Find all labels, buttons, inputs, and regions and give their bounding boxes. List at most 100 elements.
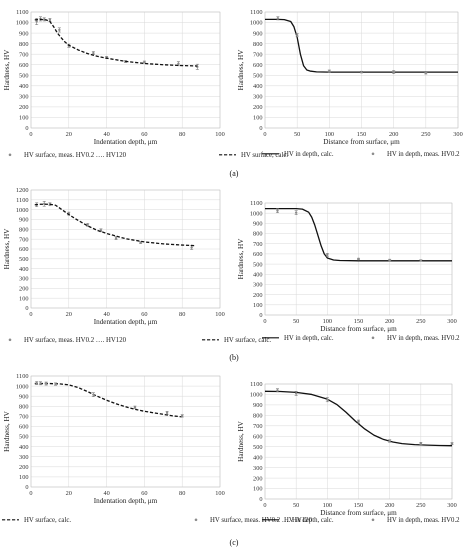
x-tick-label: 100 — [323, 318, 332, 325]
panel-label: (b) — [229, 353, 239, 362]
legend-marker — [371, 518, 375, 522]
y-tick-label: 300 — [253, 282, 262, 289]
data-point — [190, 246, 193, 249]
y-tick-label: 700 — [253, 241, 262, 248]
x-tick-label: 20 — [66, 311, 72, 318]
legend-label: HV in depth, calc. — [284, 517, 334, 524]
x-tick-label: 150 — [354, 502, 363, 509]
data-point — [357, 420, 360, 423]
series-line — [34, 203, 196, 247]
x-tick-label: 60 — [141, 311, 147, 318]
y-tick-label: 400 — [19, 444, 28, 451]
legend-label: HV surface, calc. — [24, 517, 71, 524]
y-axis-label: Hardness, HV — [3, 410, 11, 452]
x-tick-label: 80 — [179, 131, 185, 138]
x-tick-label: 100 — [215, 311, 224, 318]
data-point — [419, 259, 423, 262]
data-point — [39, 382, 42, 385]
legend-label: HV in depth, meas. HV0.2 — [387, 335, 460, 342]
data-point — [92, 393, 95, 396]
y-tick-label: 500 — [19, 72, 28, 79]
y-tick-label: 400 — [19, 83, 28, 90]
y-tick-label: 600 — [253, 433, 262, 440]
data-point — [294, 392, 298, 395]
data-point — [419, 442, 423, 445]
x-axis-label: Distance from surface, μm — [320, 325, 397, 333]
data-point — [295, 34, 299, 37]
legend-label: HV surface, meas. HV0.2 …. HV120 — [24, 152, 127, 159]
legend-marker — [194, 518, 198, 522]
data-point — [326, 398, 329, 401]
y-tick-label: 300 — [253, 94, 262, 101]
y-tick-label: 500 — [19, 434, 28, 441]
data-point — [177, 62, 180, 65]
data-point — [35, 20, 38, 23]
x-tick-label: 20 — [66, 131, 72, 138]
x-tick-label: 0 — [263, 318, 266, 325]
x-tick-label: 100 — [215, 490, 224, 497]
y-tick-label: 100 — [253, 486, 262, 493]
y-tick-label: 300 — [19, 94, 28, 101]
y-tick-label: 100 — [19, 474, 28, 481]
plot-frame — [30, 11, 221, 129]
x-tick-label: 60 — [141, 490, 147, 497]
x-tick-label: 20 — [66, 490, 72, 497]
legend-label: HV surface, meas. HV0.2 …. HV120 — [24, 337, 127, 344]
chart-3: 0 100 200 300 400 500 600 700 800 900 1000 1100 0 50 1… — [237, 200, 460, 342]
plot-frame — [264, 11, 459, 129]
legend-label: HV in depth, meas. HV0.2 — [387, 517, 460, 524]
y-tick-label: 200 — [253, 292, 262, 299]
plot-frame — [264, 202, 453, 316]
data-point — [48, 18, 52, 22]
x-tick-label: 200 — [389, 131, 398, 138]
y-tick-label: 100 — [19, 115, 28, 122]
data-point — [54, 382, 57, 386]
y-tick-label: 200 — [253, 104, 262, 111]
legend-label: HV surface, calc. — [224, 337, 271, 344]
y-tick-label: 0 — [25, 125, 28, 132]
y-tick-label: 0 — [259, 496, 262, 503]
y-tick-label: 700 — [253, 423, 262, 430]
y-tick-label: 600 — [253, 251, 262, 258]
data-point — [35, 381, 38, 385]
legend-label: HV in depth, meas. HV0.2 — [387, 151, 460, 158]
y-tick-label: 1100 — [250, 200, 262, 207]
panel-label: (a) — [230, 169, 239, 178]
y-tick-label: 0 — [25, 305, 28, 312]
y-tick-label: 900 — [253, 30, 262, 37]
y-axis-label: Hardness, HV — [237, 49, 245, 91]
data-point — [114, 236, 118, 240]
y-tick-label: 400 — [253, 83, 262, 90]
y-tick-label: 1100 — [16, 197, 28, 204]
data-point — [326, 253, 329, 257]
data-point — [143, 60, 146, 64]
y-tick-label: 900 — [19, 30, 28, 37]
legend-marker — [8, 153, 12, 157]
x-tick-label: 50 — [293, 502, 299, 509]
y-tick-label: 500 — [19, 256, 28, 263]
legend-marker — [371, 152, 375, 156]
x-tick-label: 0 — [29, 311, 32, 318]
y-tick-label: 400 — [253, 271, 262, 278]
legend-label: HV surface, calc. — [241, 152, 288, 159]
data-point — [450, 442, 454, 445]
chart-5: 0 100 200 300 400 500 600 700 800 900 1000 1100 0 50 1… — [237, 381, 460, 524]
legend-marker — [8, 338, 12, 342]
data-point — [44, 382, 48, 385]
x-tick-label: 250 — [421, 131, 430, 138]
x-tick-label: 60 — [141, 131, 147, 138]
y-tick-label: 1000 — [250, 392, 263, 399]
legend-label: HV in depth, calc. — [284, 151, 334, 158]
x-tick-label: 300 — [447, 318, 456, 325]
plot-frame — [264, 383, 453, 500]
x-tick-label: 80 — [179, 311, 185, 318]
y-tick-label: 200 — [253, 475, 262, 482]
y-tick-label: 1100 — [16, 373, 28, 380]
x-tick-label: 40 — [103, 131, 109, 138]
x-axis-label: Distance from surface, μm — [323, 138, 400, 146]
y-tick-label: 700 — [19, 51, 28, 58]
y-tick-label: 900 — [253, 221, 262, 228]
y-tick-label: 200 — [19, 286, 28, 293]
